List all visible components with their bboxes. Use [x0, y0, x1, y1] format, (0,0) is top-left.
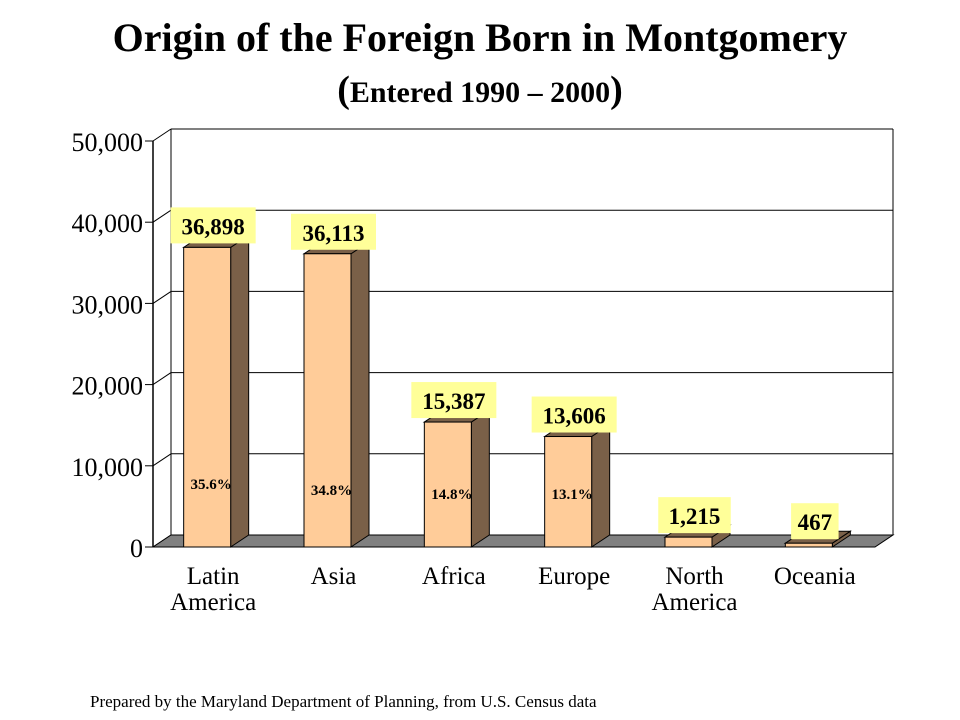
x-tick-label: Asia	[311, 563, 357, 590]
bar	[664, 536, 713, 548]
gridline-depth	[152, 128, 172, 142]
y-tick-label: 40,000	[72, 209, 144, 238]
subtitle-open-paren: (	[337, 69, 350, 111]
x-tick-label: Oceania	[774, 563, 856, 590]
percent-label: 34.8%	[311, 483, 352, 499]
y-tick-label: 30,000	[72, 290, 144, 319]
gridline-depth	[152, 372, 172, 386]
value-label: 36,113	[303, 221, 365, 246]
subtitle-text: Entered 1990 – 2000	[349, 76, 611, 109]
bar	[544, 436, 593, 548]
x-tick-label: Europe	[538, 563, 610, 590]
bar	[303, 253, 352, 548]
percent-label: 13.1%	[552, 487, 593, 503]
bar-side	[591, 423, 611, 548]
chart-title: Origin of the Foreign Born in Montgomery	[112, 15, 848, 60]
chart-subtitle: (Entered 1990 – 2000)	[0, 68, 960, 112]
x-tick-label: America	[651, 589, 737, 616]
x-tick-label: Latin	[187, 563, 240, 590]
gridline-depth	[152, 453, 172, 467]
bar-side	[470, 409, 490, 548]
value-label: 36,898	[182, 214, 245, 239]
value-label-box	[170, 207, 256, 244]
value-label-box	[531, 396, 617, 433]
value-label-box	[411, 382, 497, 419]
x-tick-label: America	[170, 589, 256, 616]
bar	[183, 246, 232, 548]
subtitle-close-paren: )	[610, 69, 623, 111]
gridline-depth	[152, 290, 172, 304]
y-tick-label: 20,000	[72, 372, 144, 401]
x-tick-label: North	[665, 563, 724, 590]
bar-side	[230, 234, 250, 548]
value-label: 1,215	[669, 504, 721, 529]
value-label-box	[791, 503, 839, 540]
y-tick-label: 50,000	[72, 128, 144, 157]
x-tick-label: Africa	[422, 563, 486, 590]
bar-side	[350, 240, 370, 548]
percent-label: 35.6%	[191, 477, 232, 493]
value-label: 15,387	[422, 389, 485, 414]
bar	[784, 542, 833, 548]
chart-floor	[151, 534, 895, 548]
value-label-box	[658, 497, 731, 534]
value-label: 13,606	[543, 404, 606, 429]
value-label-box	[291, 213, 376, 250]
bar	[423, 421, 472, 548]
y-tick-label: 0	[130, 534, 143, 563]
y-tick-label: 10,000	[72, 453, 144, 482]
value-label: 467	[798, 510, 833, 535]
gridline-depth	[152, 209, 172, 223]
percent-label: 14.8%	[431, 487, 472, 503]
source-note: Prepared by the Maryland Department of P…	[90, 692, 597, 711]
